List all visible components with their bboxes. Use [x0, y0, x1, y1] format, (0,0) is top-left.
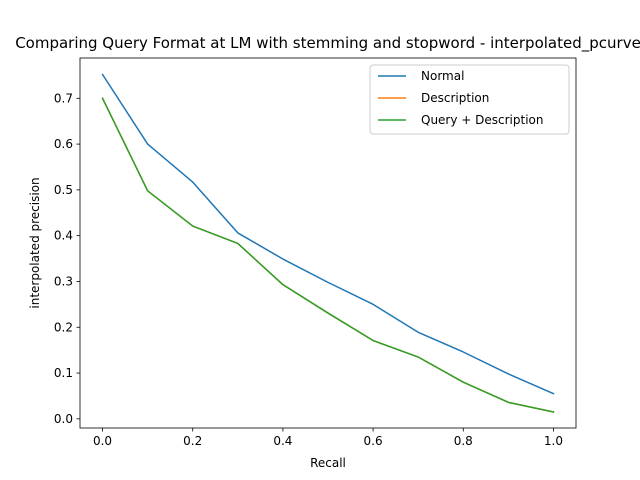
x-tick-label: 0.4: [273, 434, 292, 448]
chart-title: Comparing Query Format at LM with stemmi…: [15, 34, 640, 53]
x-tick-label: 0.8: [454, 434, 473, 448]
legend: Normal Description Query + Description: [369, 64, 570, 135]
plot-frame: [79, 57, 577, 429]
x-tick-label: 1.0: [544, 434, 563, 448]
y-tick-label: 0.5: [54, 183, 73, 197]
legend-label: Normal: [421, 69, 464, 83]
y-axis-label: interpolated precision: [28, 177, 42, 308]
legend-label: Description: [421, 91, 489, 105]
y-tick-label: 0.1: [54, 366, 73, 380]
x-axis-label: Recall: [310, 456, 346, 470]
series-line-query-description: [101, 97, 555, 413]
y-tick-label: 0.2: [54, 320, 73, 334]
legend-box: [369, 64, 570, 135]
legend-label: Query + Description: [421, 113, 544, 127]
y-tick-label: 0.0: [54, 412, 73, 426]
y-tick-label: 0.3: [54, 274, 73, 288]
x-tick-label: 0.2: [183, 434, 202, 448]
x-tick-label: 0.0: [93, 434, 112, 448]
y-tick-label: 0.7: [54, 91, 73, 105]
series-line-normal: [101, 73, 555, 395]
x-tick-label: 0.6: [364, 434, 383, 448]
y-tick-label: 0.6: [54, 137, 73, 151]
y-tick-label: 0.4: [54, 229, 73, 243]
